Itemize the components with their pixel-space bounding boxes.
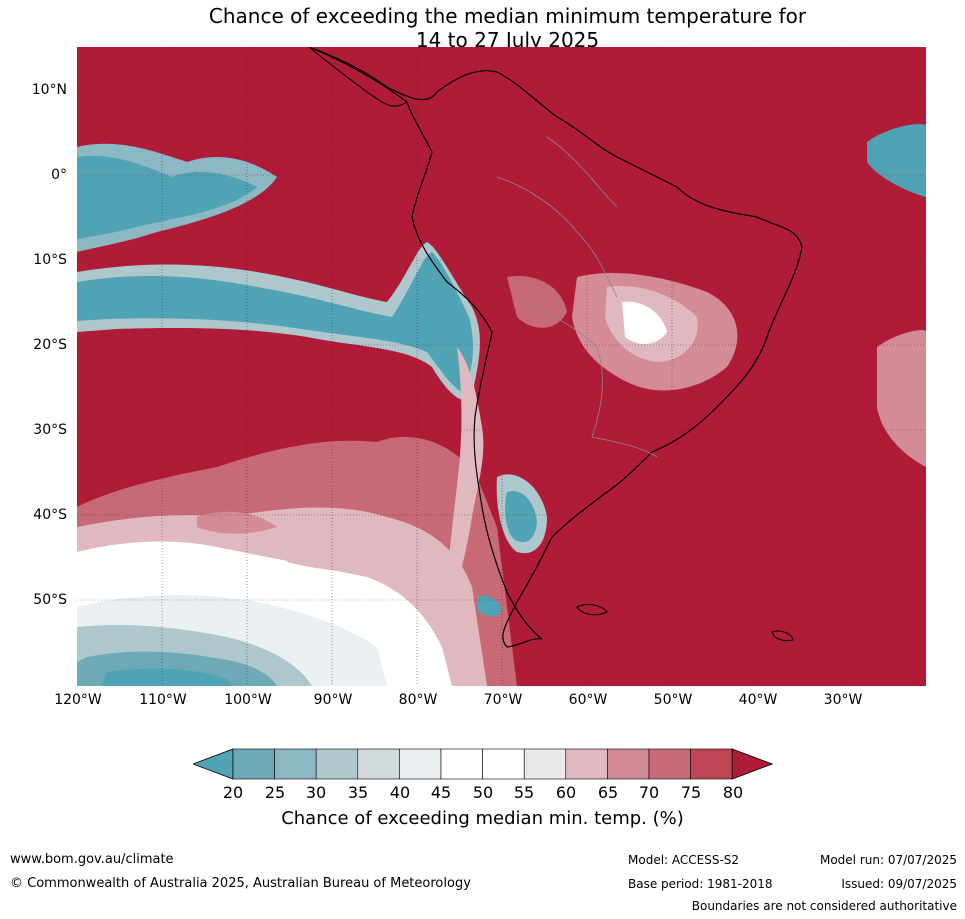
base-period-text: Base period: 1981-2018: [628, 877, 773, 891]
colorbar-cell: [648, 748, 691, 780]
lat-label-50s: 50°S: [33, 592, 67, 608]
colorbar-label: Chance of exceeding median min. temp. (%…: [281, 808, 684, 829]
probability-map: [77, 47, 926, 686]
lon-label-40w: 40°W: [738, 692, 778, 708]
colorbar-cell: [607, 748, 650, 780]
colorbar-cell: [315, 748, 359, 780]
colorbar: [193, 748, 773, 780]
south-america-coastline: [308, 47, 803, 648]
colorbar-tick: 70: [638, 783, 660, 802]
lat-label-0: 0°: [51, 167, 67, 183]
map-panel: [77, 47, 926, 686]
map-title: Chance of exceeding the median minimum t…: [0, 4, 965, 52]
title-line-1: Chance of exceeding the median minimum t…: [208, 4, 807, 28]
disclaimer-text: Boundaries are not considered authoritat…: [691, 899, 957, 913]
colorbar-cell: [357, 748, 400, 780]
lon-label-80w: 80°W: [398, 692, 438, 708]
colorbar-cell: [440, 748, 483, 780]
colorbar-cell: [482, 748, 525, 780]
colorbar-tick: 65: [597, 783, 619, 802]
lon-label-70w: 70°W: [483, 692, 523, 708]
colorbar-tick: 25: [264, 783, 286, 802]
lon-label-60w: 60°W: [568, 692, 608, 708]
lon-label-90w: 90°W: [313, 692, 353, 708]
lon-label-110w: 110°W: [139, 692, 187, 708]
model-run-text: Model run: 07/07/2025: [819, 853, 957, 867]
issued-text: Issued: 09/07/2025: [841, 877, 957, 891]
colorbar-extend-low: [193, 748, 234, 780]
lat-label-10s: 10°S: [33, 252, 67, 268]
colorbar-tick: 20: [222, 783, 244, 802]
colorbar-cell: [565, 748, 608, 780]
colorbar-tick: 30: [305, 783, 327, 802]
colorbar-tick: 45: [430, 783, 452, 802]
colorbar-cell: [399, 748, 442, 780]
lat-label-20s: 20°S: [33, 337, 67, 353]
copyright-text: © Commonwealth of Australia 2025, Austra…: [10, 876, 471, 891]
colorbar-extend-high: [731, 748, 773, 780]
model-text: Model: ACCESS-S2: [628, 853, 740, 867]
colorbar-tick: 50: [472, 783, 494, 802]
colorbar-tick: 40: [389, 783, 411, 802]
colorbar-tick: 75: [680, 783, 702, 802]
colorbar-cell: [232, 748, 275, 780]
lon-label-120w: 120°W: [54, 692, 102, 708]
lon-label-100w: 100°W: [224, 692, 272, 708]
website-link[interactable]: www.bom.gov.au/climate: [10, 852, 174, 867]
lat-label-30s: 30°S: [33, 422, 67, 438]
colorbar-cell: [523, 748, 567, 780]
colorbar-tick: 55: [513, 783, 535, 802]
colorbar-cell: [690, 748, 733, 780]
lat-label-10n: 10°N: [31, 82, 67, 98]
colorbar-tick: 35: [347, 783, 369, 802]
colorbar-cell: [274, 748, 317, 780]
lon-label-50w: 50°W: [653, 692, 693, 708]
colorbar-tick: 80: [722, 783, 744, 802]
colorbar-tick: 60: [555, 783, 577, 802]
lon-label-30w: 30°W: [823, 692, 863, 708]
lat-label-40s: 40°S: [33, 507, 67, 523]
